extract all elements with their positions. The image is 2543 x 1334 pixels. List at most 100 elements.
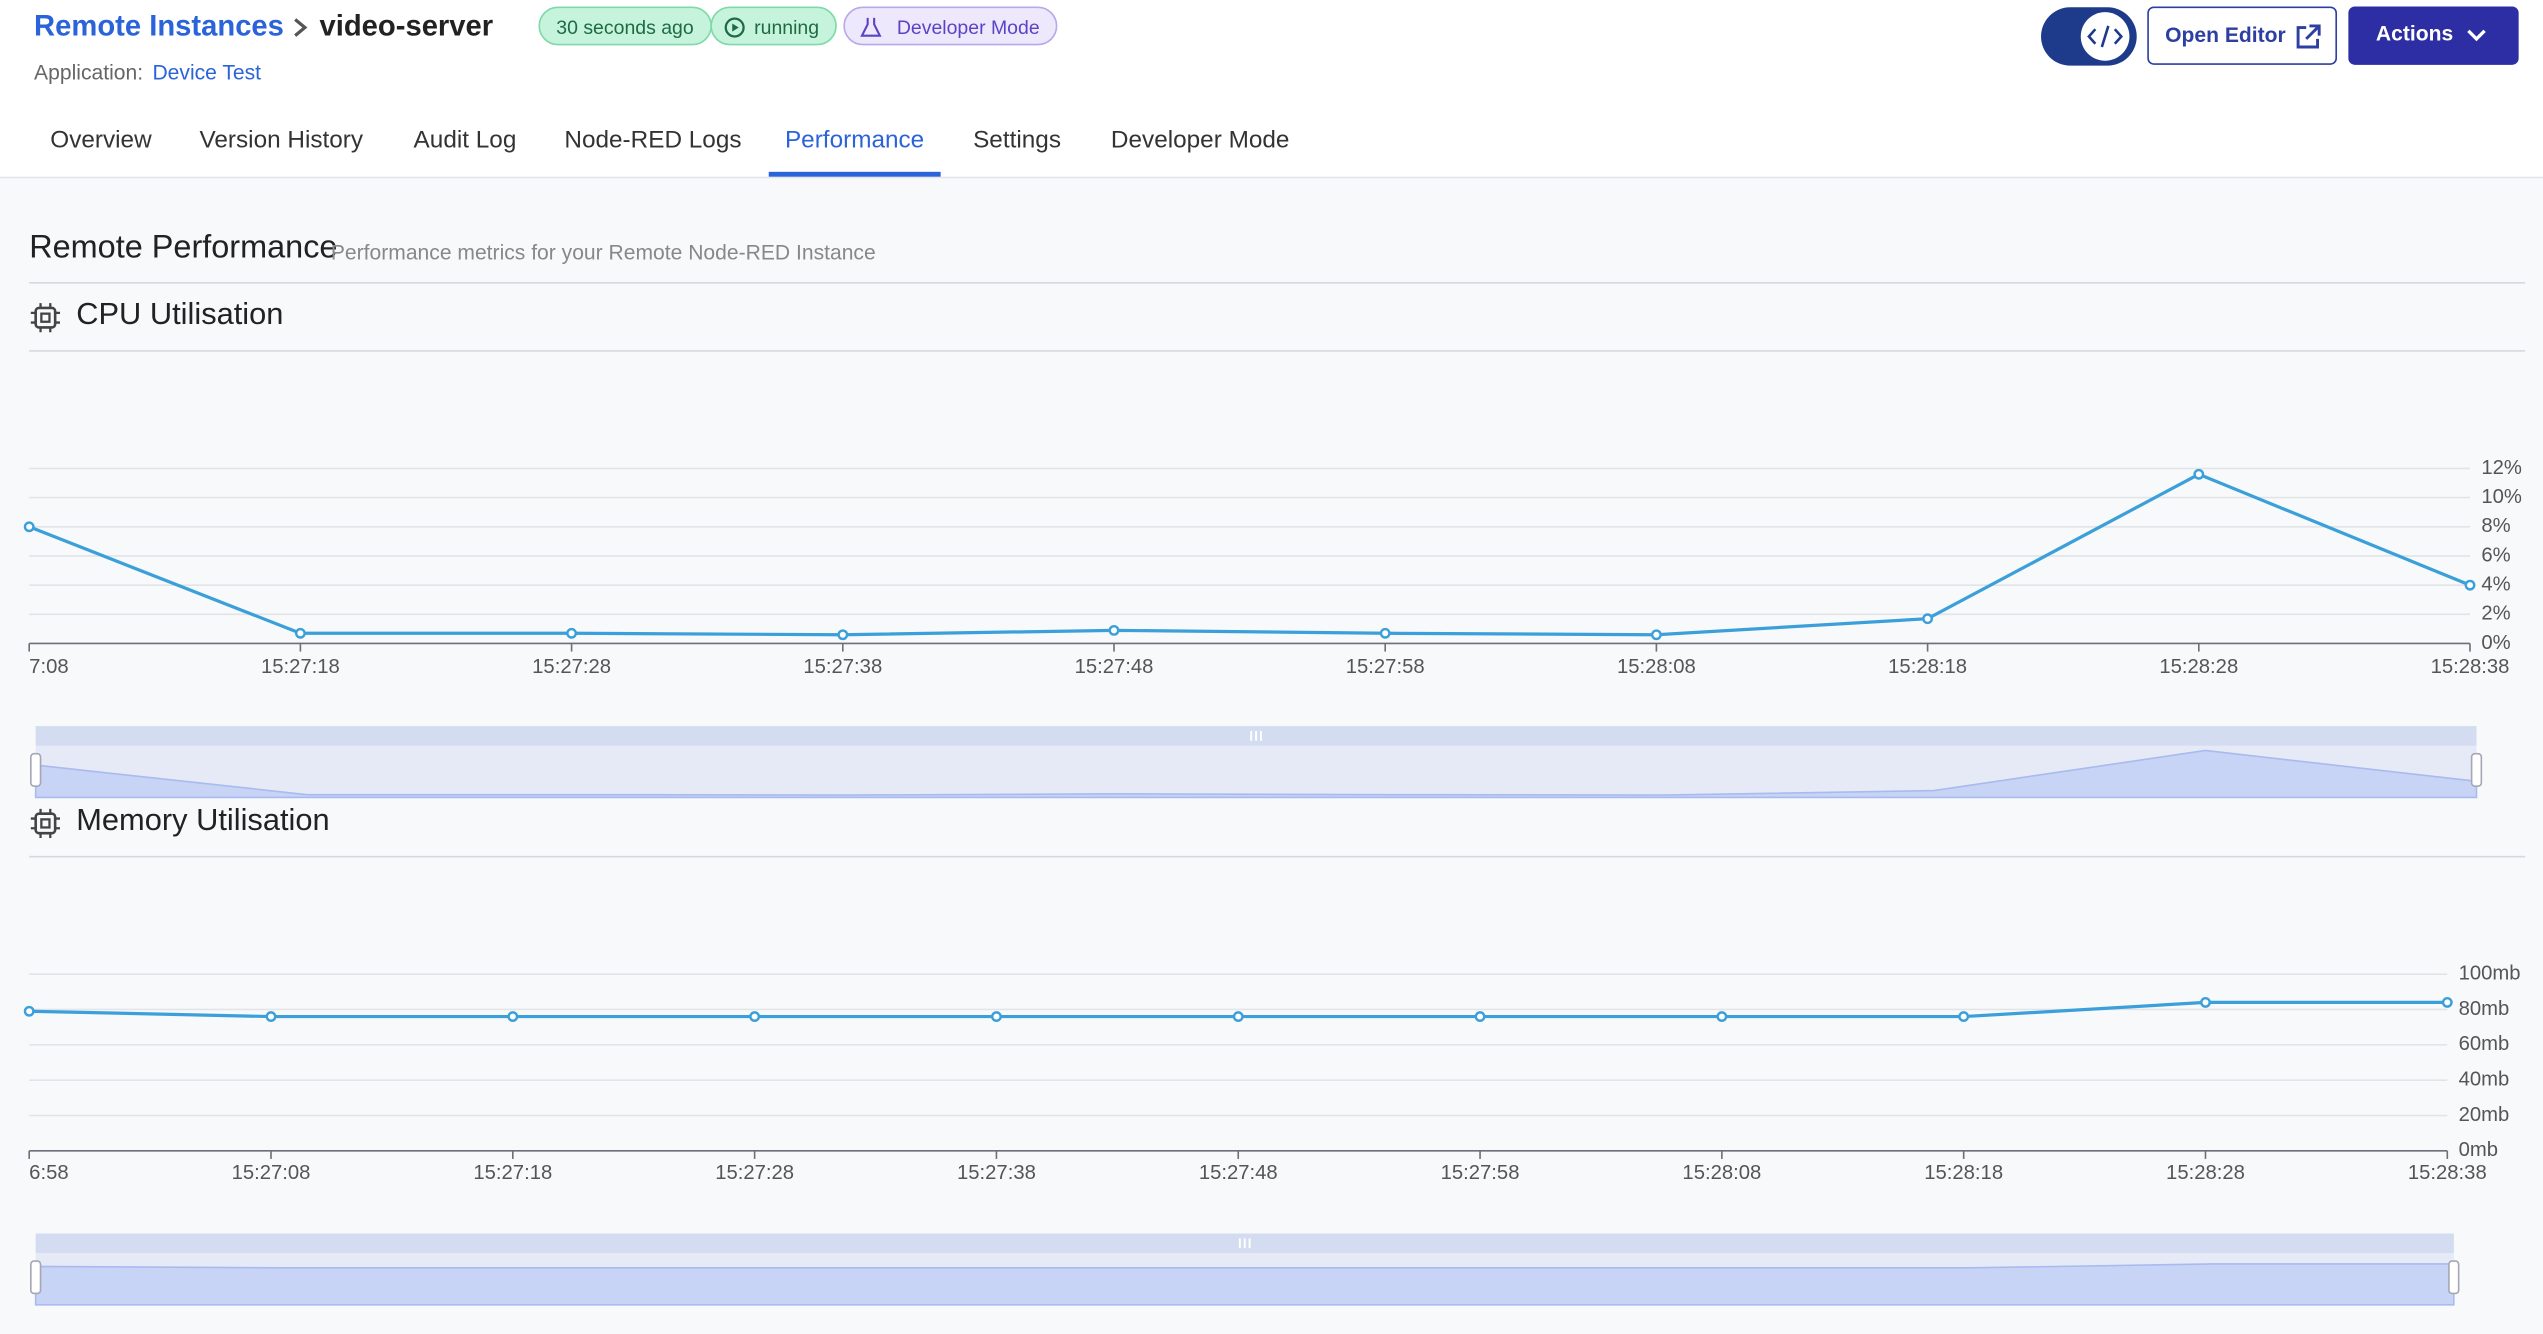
point <box>566 627 578 639</box>
x-tick-label: 15:28:38 <box>2408 1162 2487 1184</box>
point <box>2193 468 2205 480</box>
divider <box>29 282 2526 284</box>
y-tick-label: 8% <box>2481 515 2510 537</box>
button-label: Open Editor <box>2165 22 2286 48</box>
point <box>1232 1011 1244 1022</box>
active-tab-underline <box>768 171 941 177</box>
y-tick-label: 12% <box>2481 457 2522 479</box>
y-tick-label: 100mb <box>2459 963 2521 985</box>
x-tick-label: 15:28:28 <box>2166 1162 2245 1184</box>
tab[interactable]: Settings <box>973 126 1061 154</box>
y-tick-label: 4% <box>2481 574 2510 596</box>
y-tick-label: 0mb <box>2459 1139 2498 1161</box>
tab[interactable]: Performance <box>784 126 925 154</box>
y-tick-label: 6% <box>2481 544 2510 566</box>
point <box>507 1011 519 1022</box>
point <box>1650 629 1662 641</box>
point <box>991 1011 1002 1022</box>
point <box>749 1011 761 1022</box>
x-tick-label: 15:28:08 <box>1682 1162 1761 1184</box>
x-tick-label: 15:28:38 <box>2431 656 2510 678</box>
point <box>23 521 35 533</box>
tab[interactable]: Version History <box>199 126 364 154</box>
zoom-grip <box>1250 731 1262 741</box>
zoom-area <box>34 1263 2455 1306</box>
chip-icon <box>30 808 61 839</box>
chevron-icon <box>294 18 308 37</box>
x-tick-label: 15:27:28 <box>532 656 611 678</box>
x-tick-label: 15:27:38 <box>803 656 882 678</box>
header: Remote Instances video-server 30 seconds… <box>0 0 2543 179</box>
line <box>28 472 2471 637</box>
application-label: Application: <box>34 59 144 85</box>
x-tick-label: 15:28:18 <box>1924 1162 2003 1184</box>
zoom-handle <box>30 752 42 787</box>
tab[interactable]: Developer Mode <box>1110 126 1290 154</box>
point <box>1379 627 1391 639</box>
x-tick-label: 15:27:48 <box>1075 656 1154 678</box>
y-tick-label: 40mb <box>2459 1069 2510 1091</box>
divider <box>29 855 2526 858</box>
point <box>2464 579 2476 591</box>
external-icon <box>2296 24 2321 49</box>
point <box>1474 1011 1486 1022</box>
section-title: Remote Performance <box>29 230 338 266</box>
x-tick-label: 15:27:48 <box>1199 1162 1278 1184</box>
point <box>23 1005 35 1017</box>
y-tick-label: 80mb <box>2459 998 2510 1020</box>
y-tick-label: 10% <box>2481 486 2522 508</box>
point <box>1716 1011 1728 1022</box>
zoom-handle <box>2448 1260 2460 1295</box>
point <box>2200 996 2211 1008</box>
y-tick-label: 20mb <box>2459 1104 2510 1126</box>
x-tick-label: 7:08 <box>29 656 68 678</box>
y-tick-label: 60mb <box>2459 1033 2510 1055</box>
button-label: Actions <box>2375 21 2454 46</box>
tab[interactable]: Audit Log <box>413 126 517 154</box>
x-tick-label: 15:27:28 <box>715 1162 794 1184</box>
open-editor-button[interactable]: Open Editor <box>2147 6 2338 65</box>
point <box>1958 1011 1970 1022</box>
actions-button[interactable]: Actions <box>2348 6 2519 65</box>
point <box>837 629 849 641</box>
y-tick-label: 2% <box>2481 603 2510 625</box>
application-link[interactable]: Device Test <box>152 59 262 85</box>
dev-mode-toggle[interactable] <box>2040 6 2137 66</box>
point <box>294 627 306 639</box>
section-subtitle: Performance metrics for your Remote Node… <box>330 239 876 265</box>
instance-title: video-server <box>319 9 494 43</box>
x-tick-label: 15:27:58 <box>1441 1162 1520 1184</box>
zoom-handle <box>2470 752 2483 787</box>
x-tick-label: 15:28:18 <box>1888 656 1967 678</box>
x-tick-label: 15:28:28 <box>2159 656 2238 678</box>
x-tick-label: 15:27:18 <box>473 1162 552 1184</box>
caret-icon <box>2467 29 2486 42</box>
point <box>1108 624 1120 636</box>
badge: running <box>710 6 837 46</box>
x-tick-label: 6:58 <box>29 1162 68 1184</box>
x-tick-label: 15:28:08 <box>1617 656 1696 678</box>
breadcrumb-link[interactable]: Remote Instances <box>34 9 284 43</box>
point <box>1922 613 1934 625</box>
badge: Developer Mode <box>843 6 1058 46</box>
chip-icon <box>30 303 61 333</box>
zoom-handle <box>30 1260 42 1295</box>
x-tick-label: 15:27:38 <box>957 1162 1036 1184</box>
chart-title: Memory Utilisation <box>76 803 330 839</box>
tab[interactable]: Node-RED Logs <box>564 126 742 154</box>
point <box>2441 996 2453 1008</box>
y-tick-label: 0% <box>2481 632 2510 654</box>
chart-title: CPU Utilisation <box>76 298 284 333</box>
flask-icon <box>860 17 882 37</box>
zoom-grip <box>1238 1238 1251 1249</box>
x-tick-label: 15:27:08 <box>232 1162 311 1184</box>
play-icon <box>724 17 745 38</box>
divider <box>29 350 2526 352</box>
zoom-area <box>34 749 2478 799</box>
point <box>265 1011 277 1022</box>
x-tick-label: 15:27:58 <box>1346 656 1425 678</box>
tab[interactable]: Overview <box>50 126 152 154</box>
